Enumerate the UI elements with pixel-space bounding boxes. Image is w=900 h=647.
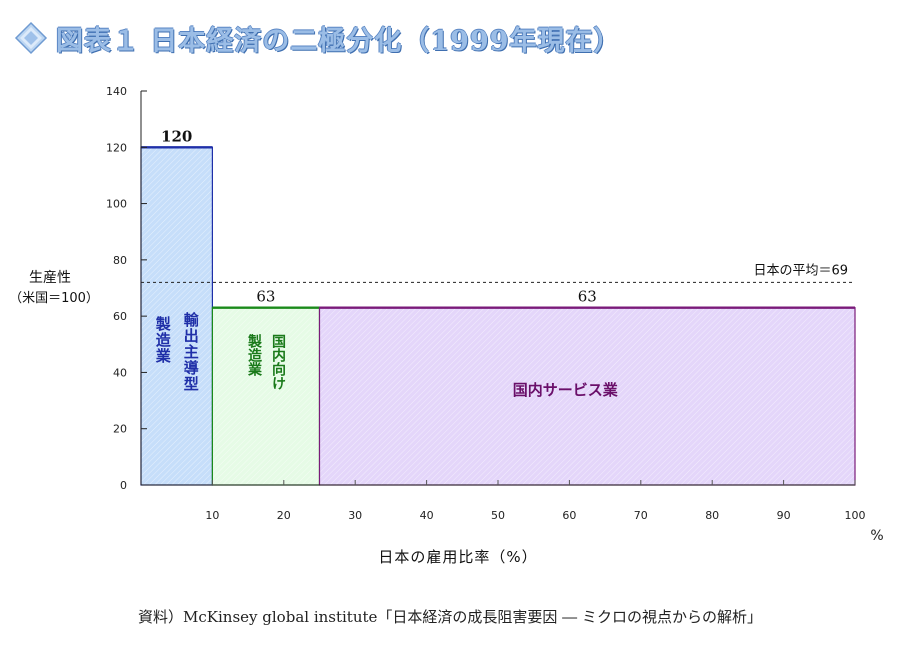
x-tick-label-70: 70 [634, 509, 648, 522]
x-unit-label: % [870, 528, 883, 544]
bar-1-label-line-1: 輸出主導型 [182, 311, 200, 392]
diamond-icon [14, 21, 48, 55]
y-tick-label-140: 140 [106, 85, 127, 98]
x-tick-label-50: 50 [491, 509, 505, 522]
x-tick-label-40: 40 [420, 509, 434, 522]
average-label: 日本の平均＝69 [753, 263, 848, 278]
title-row: 図表１ 日本経済の二極分化（1999年現在） [14, 18, 622, 58]
bar-3-value-label: 63 [578, 288, 597, 306]
x-tick-label-30: 30 [348, 509, 362, 522]
bar-1-value-label: 120 [161, 127, 192, 145]
y-tick-label-0: 0 [120, 479, 127, 492]
y-tick-label-80: 80 [113, 254, 127, 267]
x-tick-label-90: 90 [777, 509, 791, 522]
y-tick-label-60: 60 [113, 310, 127, 323]
x-axis-title: 日本の雇用比率（%） [378, 548, 537, 566]
y-axis-title-line-2: （米国＝100） [9, 291, 99, 306]
x-tick-label-60: 60 [562, 509, 576, 522]
y-tick-label-20: 20 [113, 423, 127, 436]
bar-2-label-line-1: 国内向け [270, 334, 286, 390]
x-tick-label-10: 10 [205, 509, 219, 522]
bar-3-label: 国内サービス業 [513, 381, 619, 399]
bar-1-label-line-2: 製造業 [154, 315, 172, 364]
y-tick-label-100: 100 [106, 198, 127, 211]
bar-2 [211, 307, 321, 486]
page-title: 図表１ 日本経済の二極分化（1999年現在） [56, 25, 622, 57]
source-note: 資料）McKinsey global institute「日本経済の成長阻害要因… [138, 608, 762, 626]
y-axis-title-line-1: 生産性 [29, 270, 71, 286]
y-tick-label-40: 40 [113, 366, 127, 379]
bar-1 [140, 146, 214, 486]
y-tick-label-120: 120 [106, 141, 127, 154]
x-tick-label-100: 100 [845, 509, 866, 522]
bar-2-value-label: 63 [256, 288, 275, 306]
bar-2-label-line-2: 製造業 [246, 333, 263, 377]
x-tick-label-80: 80 [705, 509, 719, 522]
x-tick-label-20: 20 [277, 509, 291, 522]
bar-3 [318, 307, 856, 486]
